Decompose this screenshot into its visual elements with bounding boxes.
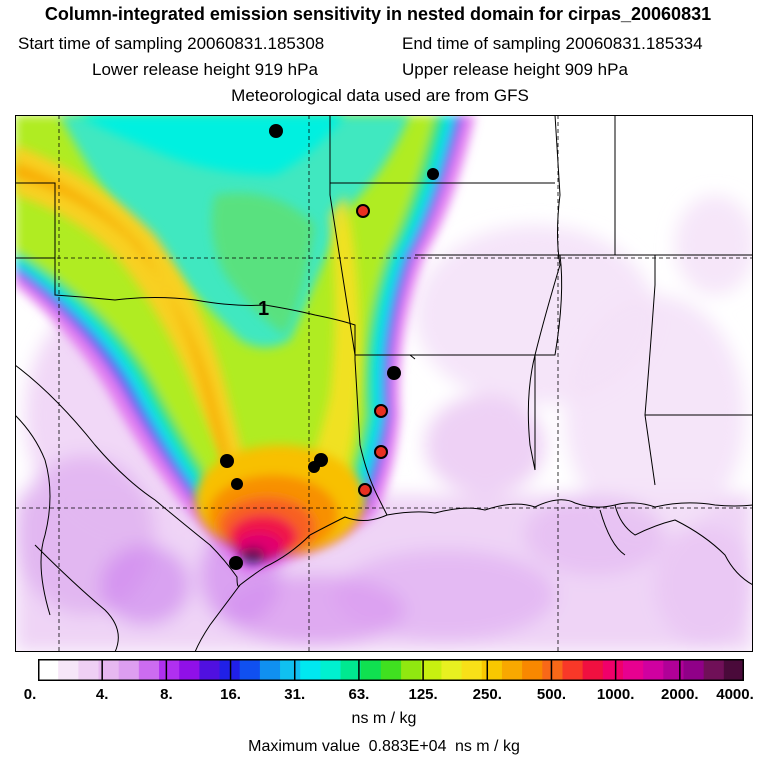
color-swatch bbox=[481, 659, 503, 681]
color-scale-tick-label: 0. bbox=[23, 686, 37, 703]
marker bbox=[308, 461, 320, 473]
color-swatch bbox=[280, 659, 301, 681]
color-swatch bbox=[38, 659, 59, 681]
color-swatch bbox=[300, 659, 321, 681]
lower-release-height: Lower release height 919 hPa bbox=[92, 60, 318, 80]
lower-release-value: 919 hPa bbox=[254, 60, 318, 79]
color-scale-tick-label: 1000. bbox=[596, 686, 635, 703]
color-scale-tick-label: 31. bbox=[284, 686, 306, 703]
marker bbox=[229, 556, 243, 570]
low-sensitivity-field bbox=[15, 195, 753, 652]
marker bbox=[387, 366, 401, 380]
color-swatch bbox=[98, 659, 120, 681]
color-swatch bbox=[461, 659, 483, 681]
color-scale-tick-label: 4000. bbox=[716, 686, 754, 703]
color-swatch bbox=[360, 659, 382, 681]
color-swatch bbox=[542, 659, 564, 681]
color-swatch bbox=[562, 659, 584, 681]
color-scale-tick-label: 125. bbox=[408, 686, 438, 703]
lower-release-label: Lower release height bbox=[92, 60, 250, 79]
lat-lon-grid bbox=[15, 115, 753, 652]
color-swatch bbox=[159, 659, 180, 681]
color-scale-tick-label: 63. bbox=[348, 686, 370, 703]
color-scale-bar bbox=[38, 659, 744, 681]
upper-release-height: Upper release height 909 hPa bbox=[402, 60, 628, 80]
color-scale-tick-label: 250. bbox=[472, 686, 502, 703]
color-swatch bbox=[118, 659, 140, 681]
marker bbox=[356, 204, 370, 218]
maximum-value: Maximum value 0.883E+04 ns m / kg bbox=[0, 738, 768, 756]
color-swatch bbox=[622, 659, 644, 681]
end-time: End time of sampling 20060831.185334 bbox=[402, 34, 703, 54]
color-swatch bbox=[421, 659, 443, 681]
color-swatch bbox=[58, 659, 79, 681]
sensitivity-map: 1 bbox=[15, 115, 753, 652]
color-scale-tick-label: 8. bbox=[160, 686, 173, 703]
sensitivity-plume bbox=[15, 115, 475, 575]
marker bbox=[374, 445, 388, 459]
end-time-label: End time of sampling bbox=[402, 34, 561, 53]
end-time-value: 20060831.185334 bbox=[565, 34, 703, 53]
met-data-note: Meteorological data used are from GFS bbox=[231, 86, 529, 105]
color-swatch bbox=[179, 659, 200, 681]
color-swatch bbox=[723, 659, 744, 681]
maximum-value-number: 0.883E+04 bbox=[368, 738, 447, 755]
map-frame bbox=[15, 115, 753, 652]
color-swatch bbox=[340, 659, 362, 681]
contour-label: 1 bbox=[258, 298, 269, 320]
marker bbox=[358, 483, 372, 497]
color-swatch bbox=[199, 659, 221, 681]
marker bbox=[220, 454, 234, 468]
color-swatch bbox=[138, 659, 160, 681]
sampling-markers bbox=[220, 124, 439, 570]
start-time-value: 20060831.185308 bbox=[187, 34, 325, 53]
color-swatch bbox=[259, 659, 281, 681]
color-swatch bbox=[380, 659, 402, 681]
color-swatch bbox=[643, 659, 664, 681]
start-time: Start time of sampling 20060831.185308 bbox=[18, 34, 324, 54]
upper-release-label: Upper release height bbox=[402, 60, 560, 79]
color-swatch bbox=[602, 659, 624, 681]
color-swatch bbox=[703, 659, 725, 681]
marker bbox=[427, 168, 439, 180]
color-swatch bbox=[663, 659, 685, 681]
political-boundaries bbox=[15, 115, 753, 652]
color-scale-units: ns m / kg bbox=[351, 710, 417, 727]
color-swatch bbox=[582, 659, 604, 681]
plot-title: Column-integrated emission sensitivity i… bbox=[44, 4, 712, 24]
color-swatch bbox=[239, 659, 261, 681]
marker bbox=[269, 124, 283, 138]
maximum-value-label: Maximum value bbox=[248, 738, 361, 755]
start-time-label: Start time of sampling bbox=[18, 34, 183, 53]
color-swatch bbox=[441, 659, 463, 681]
color-scale-tick-label: 2000. bbox=[661, 686, 699, 703]
color-swatch bbox=[683, 659, 705, 681]
color-scale-tick-label: 4. bbox=[95, 686, 109, 703]
maximum-value-units: ns m / kg bbox=[454, 738, 520, 755]
marker bbox=[231, 478, 243, 490]
color-swatch bbox=[401, 659, 422, 681]
color-swatch bbox=[320, 659, 342, 681]
upper-release-value: 909 hPa bbox=[564, 60, 628, 79]
color-swatch bbox=[78, 659, 100, 681]
marker bbox=[374, 404, 388, 418]
color-scale-tick-label: 16. bbox=[220, 686, 241, 703]
color-swatch bbox=[522, 659, 543, 681]
color-swatch bbox=[501, 659, 523, 681]
color-scale-tick-label: 500. bbox=[536, 686, 567, 703]
